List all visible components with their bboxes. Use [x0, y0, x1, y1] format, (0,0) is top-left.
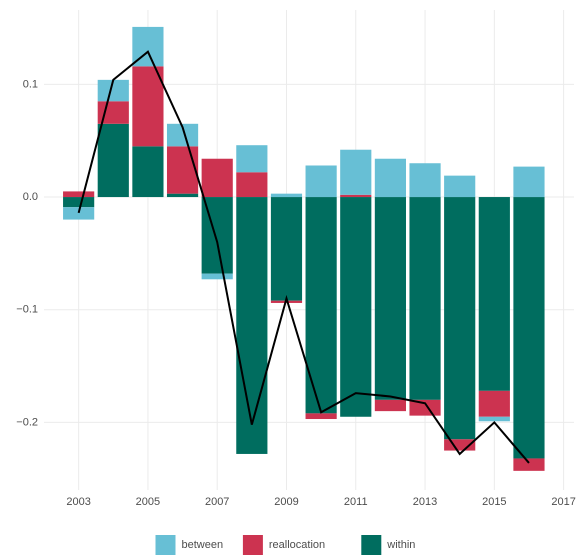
x-tick-label: 2007: [205, 496, 229, 508]
legend-swatch: [361, 535, 382, 555]
bar: [63, 191, 95, 198]
bar: [409, 197, 441, 400]
bar: [513, 166, 545, 198]
x-tick-label: 2011: [344, 496, 368, 508]
bar: [305, 413, 337, 420]
bar: [201, 273, 233, 280]
bar: [270, 197, 303, 301]
legend-label: reallocation: [269, 539, 325, 551]
bar: [478, 416, 510, 422]
y-tick-label: −0.1: [16, 304, 38, 316]
x-tick-label: 2003: [66, 496, 90, 508]
bar: [444, 197, 476, 440]
x-tick-label: 2009: [274, 496, 298, 508]
bar: [63, 207, 95, 220]
bar: [513, 458, 545, 471]
legend-swatch: [155, 535, 176, 555]
bar: [270, 193, 303, 198]
bar: [513, 197, 545, 459]
x-tick-label: 2005: [136, 496, 160, 508]
y-tick-label: −0.2: [16, 416, 38, 428]
bar: [166, 193, 199, 198]
bar: [305, 165, 337, 198]
legend-label: within: [386, 539, 415, 551]
x-tick-label: 2017: [551, 496, 575, 508]
bar: [132, 146, 164, 198]
bar: [374, 158, 406, 198]
bar: [444, 175, 476, 198]
bar: [236, 197, 268, 454]
legend-swatch: [242, 535, 263, 555]
bar: [374, 197, 406, 400]
bar: [132, 66, 164, 147]
bar: [409, 399, 441, 416]
bar: [340, 197, 372, 417]
y-tick-label: 0.0: [23, 191, 38, 203]
bar: [166, 146, 199, 194]
bar: [444, 439, 476, 451]
bar: [305, 197, 337, 414]
legend-label: between: [182, 539, 224, 551]
y-tick-label: 0.1: [23, 78, 38, 90]
bar: [340, 149, 372, 195]
bar: [409, 163, 441, 198]
line: [77, 50, 530, 464]
bar: [340, 194, 372, 198]
x-tick-label: 2013: [413, 496, 437, 508]
bar: [201, 158, 233, 198]
bar: [63, 197, 95, 208]
bar: [97, 123, 129, 198]
bar: [478, 390, 510, 417]
bar: [478, 197, 510, 391]
bar: [97, 79, 129, 102]
bar: [374, 399, 406, 412]
bar: [166, 123, 199, 147]
bar: [236, 145, 268, 173]
bar: [236, 172, 268, 198]
x-tick-label: 2015: [482, 496, 506, 508]
